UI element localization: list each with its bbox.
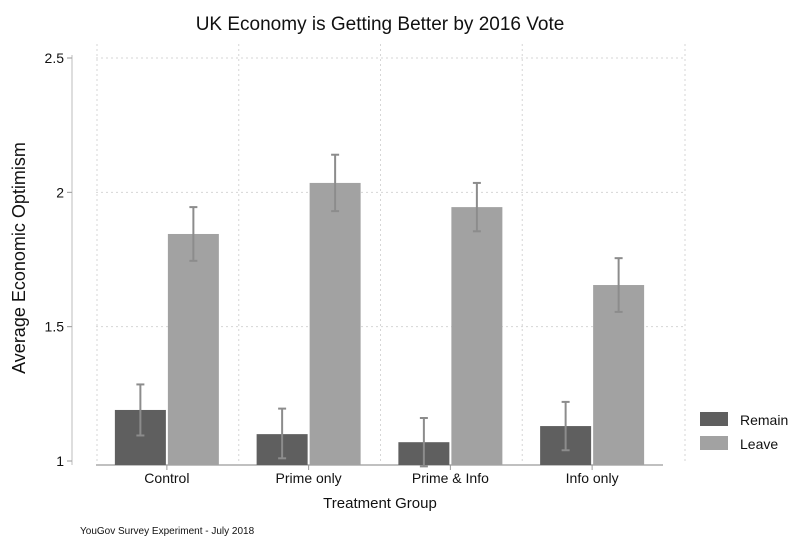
legend-label-remain: Remain: [740, 412, 788, 428]
legend-label-leave: Leave: [740, 436, 778, 452]
y-tick-label: 2.5: [45, 50, 65, 66]
y-tick-label: 1: [56, 453, 64, 469]
bars: [114, 182, 645, 466]
legend-swatch-leave: [700, 436, 728, 450]
x-ticks: Control Prime only Prime & Info Info only: [144, 465, 619, 486]
y-tick-label: 1.5: [45, 319, 65, 335]
grid-layer: [96, 44, 686, 461]
chart-note: YouGov Survey Experiment - July 2018: [80, 526, 255, 537]
chart-title: UK Economy is Getting Better by 2016 Vot…: [196, 14, 565, 35]
y-ticks: 1 1.5 2 2.5: [45, 50, 72, 469]
error-bars: [136, 153, 623, 468]
x-tick-label: Info only: [566, 470, 619, 486]
bar-leave-3: [593, 285, 645, 465]
bar-leave-2: [451, 207, 503, 466]
x-tick-label: Prime only: [276, 470, 342, 486]
bar-leave-1: [309, 182, 361, 465]
x-axis-label: Treatment Group: [323, 495, 437, 512]
x-tick-label: Prime & Info: [412, 470, 489, 486]
bar-leave-0: [167, 233, 219, 465]
legend-swatch-remain: [700, 412, 728, 426]
legend: Remain Leave: [700, 412, 788, 452]
y-axis-label: Average Economic Optimism: [9, 142, 29, 374]
y-tick-label: 2: [56, 184, 64, 200]
x-tick-label: Control: [144, 470, 189, 486]
